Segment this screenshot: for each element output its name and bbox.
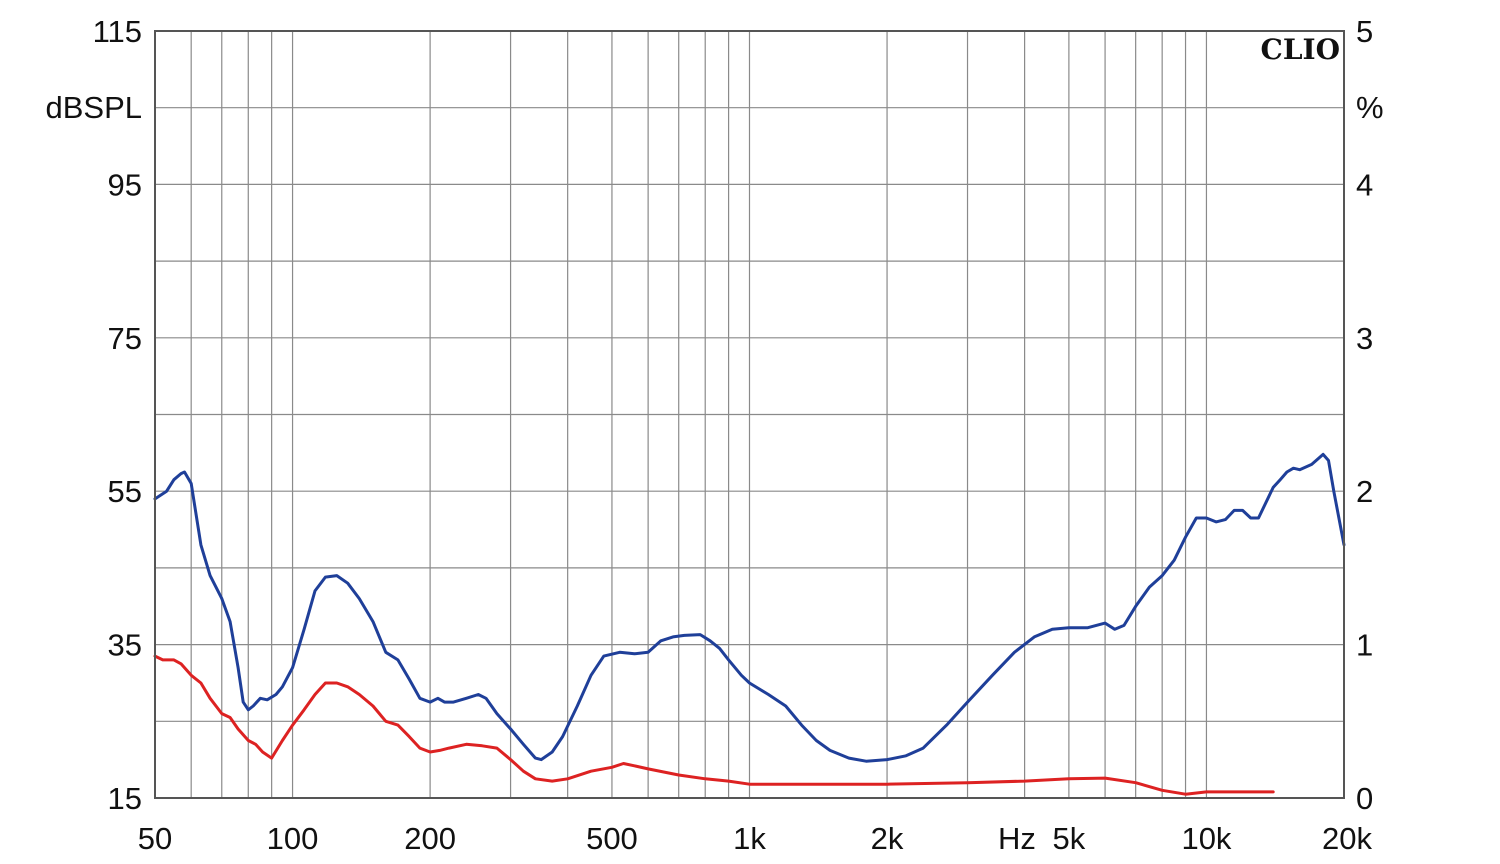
y-left-tick-label: 55 xyxy=(108,474,142,509)
y-left-tick-label: 35 xyxy=(108,628,142,663)
y-left-tick-label: 75 xyxy=(108,321,142,356)
x-tick-label: 100 xyxy=(267,821,319,856)
y-right-tick-label: 1 xyxy=(1356,628,1373,663)
x-tick-label: 500 xyxy=(586,821,638,856)
series-group xyxy=(153,452,1346,796)
right-axis: 5 4 3 2 1 0 xyxy=(1356,14,1373,816)
left-axis: 115 95 75 55 35 15 xyxy=(93,14,142,816)
x-tick-label: 5k xyxy=(1053,821,1086,856)
x-axis-unit-label: Hz xyxy=(998,821,1036,856)
plot-border xyxy=(154,30,1345,799)
y-left-tick-label: 15 xyxy=(108,781,142,816)
series-line-2 xyxy=(153,654,1275,796)
x-tick-label: 200 xyxy=(404,821,456,856)
y-right-tick-label: 5 xyxy=(1356,14,1373,49)
x-tick-label: 50 xyxy=(138,821,172,856)
left-axis-unit-label: dBSPL xyxy=(45,90,142,125)
y-right-tick-label: 2 xyxy=(1356,474,1373,509)
series-line-1 xyxy=(153,452,1346,763)
y-left-tick-label: 95 xyxy=(108,167,142,202)
right-axis-unit-label: % xyxy=(1356,90,1384,125)
x-axis: 50 100 200 500 1k 2k 5k 10k 20k xyxy=(138,821,1373,856)
x-tick-label: 2k xyxy=(871,821,904,856)
y-left-tick-label: 115 xyxy=(93,14,142,49)
x-tick-label: 1k xyxy=(733,821,766,856)
y-right-tick-label: 4 xyxy=(1356,167,1373,202)
y-right-tick-label: 0 xyxy=(1356,781,1373,816)
clio-brand-label: CLIO xyxy=(1261,33,1340,66)
y-right-tick-label: 3 xyxy=(1356,321,1373,356)
x-tick-label: 20k xyxy=(1322,821,1372,856)
x-tick-label: 10k xyxy=(1181,821,1231,856)
